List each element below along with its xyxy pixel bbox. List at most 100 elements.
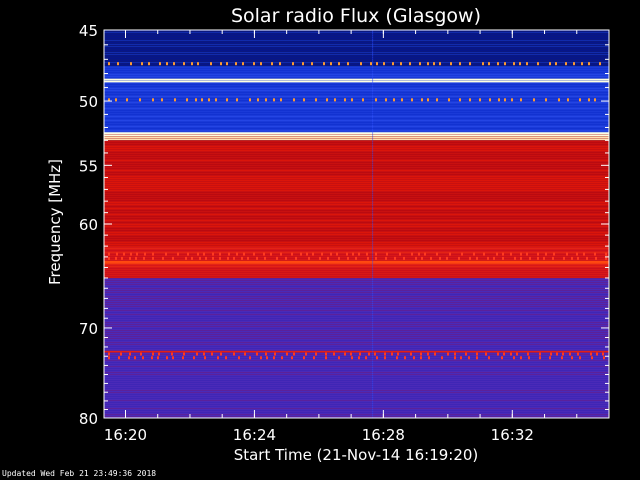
emission-dash <box>144 252 146 256</box>
updated-timestamp: Updated Wed Feb 21 23:49:36 2018 <box>2 469 157 478</box>
frequency-band <box>104 132 609 141</box>
emission-dash <box>545 98 547 102</box>
emission-dash <box>129 256 131 260</box>
emission-dash <box>370 62 372 66</box>
emission-dash <box>393 98 395 102</box>
spectrogram-strip <box>104 154 609 155</box>
emission-dash <box>561 356 563 360</box>
emission-dash <box>204 356 206 360</box>
spectrogram-strip <box>104 194 609 195</box>
emission-dash <box>115 98 117 102</box>
spectrogram-strip <box>104 224 609 225</box>
spectrogram-strip <box>104 270 609 271</box>
spectrogram-strip <box>104 322 609 323</box>
x-axis-label: Start Time (21-Nov-14 16:19:20) <box>234 446 479 464</box>
spectrogram-strip <box>104 240 609 241</box>
emission-dash <box>247 256 249 260</box>
emission-dash <box>291 252 293 256</box>
spectrogram-strip <box>104 64 609 65</box>
emission-dash <box>253 252 255 256</box>
spectrogram-strip <box>104 38 609 39</box>
emission-dash <box>384 352 386 356</box>
emission-dash <box>197 252 199 256</box>
spectrogram-strip <box>104 210 609 211</box>
spectrogram-strip <box>104 200 609 201</box>
spectrogram-strip <box>104 374 609 375</box>
emission-dash <box>520 252 522 256</box>
emission-dash <box>302 62 304 66</box>
spectrogram-strip <box>104 76 609 77</box>
emission-dash <box>273 98 275 102</box>
spectrogram-strip <box>104 54 609 55</box>
emission-dash <box>421 256 423 260</box>
spectrogram-strip <box>104 342 609 343</box>
emission-dash <box>415 256 417 260</box>
emission-dash <box>577 256 579 260</box>
spectrogram-strip <box>104 260 609 261</box>
emission-dash <box>330 252 332 256</box>
emission-dash <box>528 356 530 360</box>
emission-dash <box>498 98 500 102</box>
spectrogram-strip <box>104 78 609 79</box>
emission-dash <box>280 98 282 102</box>
emission-dash <box>367 256 369 260</box>
emission-dash <box>461 252 463 256</box>
spectrogram-strip <box>104 236 609 237</box>
emission-dash <box>280 252 282 256</box>
spectrogram-strip <box>104 192 609 193</box>
emission-dash <box>308 256 310 260</box>
emission-dash <box>567 98 569 102</box>
spectrogram-strip <box>104 392 609 393</box>
emission-dash <box>212 256 214 260</box>
spectrogram-strip <box>104 354 609 355</box>
emission-dash <box>139 98 141 102</box>
emission-dash <box>129 352 131 356</box>
spectrogram-strip <box>104 220 609 221</box>
spectrogram-strip <box>104 148 609 149</box>
emission-line <box>104 78 609 83</box>
emission-dash <box>321 252 323 256</box>
emission-dash <box>233 352 235 356</box>
spectrogram-strip <box>104 160 609 161</box>
spectrogram-strip <box>104 378 609 379</box>
emission-dash <box>351 356 353 360</box>
spectrogram-strip <box>104 242 609 243</box>
emission-dash <box>459 98 461 102</box>
emission-dash <box>249 98 251 102</box>
spectrogram-strip <box>104 234 609 235</box>
y-tick-label: 60 <box>79 216 98 234</box>
emission-dash <box>573 62 575 66</box>
emission-dash <box>323 62 325 66</box>
spectrogram-strip <box>104 204 609 205</box>
emission-dash <box>266 356 268 360</box>
emission-dash <box>482 62 484 66</box>
spectrogram-strip <box>104 262 609 263</box>
spectrogram-strip <box>104 124 609 125</box>
y-tick-label: 70 <box>79 320 98 338</box>
spectrogram-strip <box>104 314 609 315</box>
emission-dash <box>383 62 385 66</box>
emission-dash <box>346 252 348 256</box>
emission-dash <box>152 252 154 256</box>
spectrogram-strip <box>104 328 609 329</box>
emission-dash <box>152 98 154 102</box>
emission-dash <box>226 62 228 66</box>
emission-dash <box>260 62 262 66</box>
spectrogram-strip <box>104 176 609 177</box>
spectrogram-strip <box>104 146 609 147</box>
spectrogram-strip <box>104 214 609 215</box>
emission-dash <box>469 62 471 66</box>
spectrogram-strip <box>104 384 609 385</box>
emission-dash <box>545 252 547 256</box>
spectrogram-strip <box>104 60 609 61</box>
emission-dash <box>421 98 423 102</box>
spectrogram-strip <box>104 268 609 269</box>
emission-dash <box>243 252 245 256</box>
emission-dash <box>351 98 353 102</box>
emission-dash <box>136 252 138 256</box>
spectrogram-strip <box>104 172 609 173</box>
emission-dash <box>401 98 403 102</box>
emission-dash <box>488 356 490 360</box>
emission-dash <box>185 256 187 260</box>
spectrogram-strip <box>104 90 609 91</box>
